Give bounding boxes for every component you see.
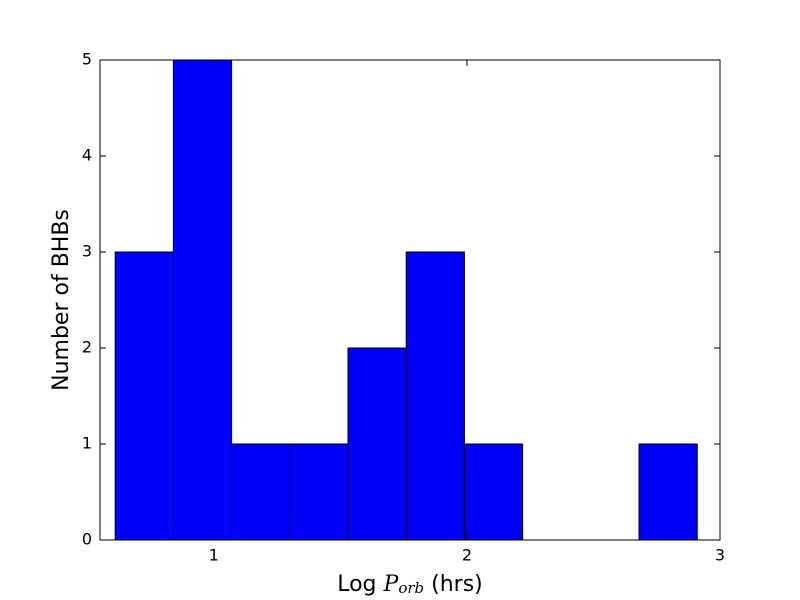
x-label-text: Log (337, 572, 376, 597)
bar (114, 251, 174, 541)
y-tick-label: 5 (82, 50, 92, 69)
bar (289, 443, 349, 541)
y-tick-label: 3 (82, 242, 92, 261)
bar (638, 443, 698, 541)
bar (463, 443, 524, 541)
x-axis-label: Log Porb (hrs) (337, 572, 483, 600)
bar (347, 347, 407, 541)
y-tick-label: 1 (82, 434, 92, 453)
bar (231, 443, 291, 541)
y-axis-label: Number of BHBs (49, 209, 74, 391)
x-label-unit: (hrs) (431, 572, 483, 597)
x-tick-label: 2 (462, 546, 472, 565)
x-label-symbol: P (383, 572, 400, 597)
plot-frame (99, 59, 721, 541)
bar (172, 59, 233, 541)
x-label-subscript: orb (398, 579, 424, 597)
y-tick-label: 0 (82, 530, 92, 549)
x-tick-label: 3 (715, 546, 725, 565)
bar (405, 251, 465, 541)
x-tick-label: 1 (209, 546, 219, 565)
y-tick-label: 4 (82, 146, 92, 165)
y-tick-label: 2 (82, 338, 92, 357)
